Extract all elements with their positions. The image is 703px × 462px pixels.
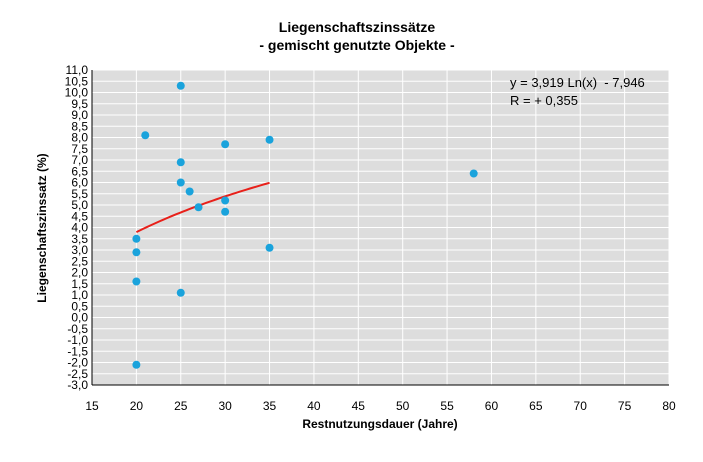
y-tick-label: 2,5: [71, 254, 88, 268]
x-tick-label: 50: [396, 399, 410, 413]
data-point: [185, 187, 194, 196]
data-point: [176, 288, 185, 297]
x-tick-label: 70: [574, 399, 588, 413]
x-tick-label: 35: [263, 399, 277, 413]
y-tick-label: 10,5: [65, 74, 89, 88]
y-tick-label: -2,0: [67, 356, 88, 370]
y-tick-labels: 11,010,510,09,59,08,58,07,57,06,56,05,55…: [65, 63, 89, 392]
y-tick-label: 11,0: [66, 63, 89, 77]
x-tick-label: 25: [174, 399, 188, 413]
y-tick-label: -1,0: [67, 333, 88, 347]
regression-equation: y = 3,919 Ln(x) - 7,946: [510, 75, 645, 90]
y-tick-label: -3,0: [67, 378, 88, 392]
y-tick-label: 8,0: [71, 131, 88, 145]
data-point: [221, 140, 230, 149]
y-tick-label: 4,0: [71, 221, 88, 235]
data-point: [141, 131, 150, 140]
y-tick-label: 0,5: [71, 299, 88, 313]
data-point: [176, 81, 185, 90]
data-point: [132, 234, 141, 243]
x-tick-label: 45: [352, 399, 366, 413]
data-point: [469, 169, 478, 178]
data-point: [132, 277, 141, 286]
data-point: [132, 360, 141, 369]
data-point: [221, 196, 230, 205]
data-point: [176, 178, 185, 187]
trendline: [135, 181, 270, 234]
x-tick-labels: 15 20 25 30 35 40 45 50 55 60 65 70 75 80: [85, 399, 676, 413]
data-point: [176, 158, 185, 167]
y-tick-label: 1,5: [71, 277, 88, 291]
chart-subtitle: - gemischt genutzte Objekte -: [259, 37, 455, 53]
y-tick-label: 9,0: [71, 108, 88, 122]
y-tick-label: 9,5: [71, 97, 88, 111]
x-tick-label: 75: [618, 399, 632, 413]
x-tick-label: 55: [440, 399, 454, 413]
x-tick-label: 20: [130, 399, 144, 413]
x-tick-label: 15: [85, 399, 99, 413]
y-tick-label: 8,5: [71, 119, 88, 133]
y-tick-label: 7,0: [71, 153, 88, 167]
x-tick-label: 80: [662, 399, 676, 413]
y-tick-label: -0,5: [67, 322, 88, 336]
y-tick-label: 0,0: [71, 311, 88, 325]
x-tick-label: 60: [485, 399, 499, 413]
data-point: [194, 203, 203, 212]
y-tick-label: 6,5: [71, 164, 88, 178]
y-tick-label: 1,0: [71, 288, 88, 302]
y-tick-label: 6,0: [71, 176, 88, 190]
data-point: [221, 207, 230, 216]
x-tick-label: 65: [529, 399, 543, 413]
data-points: [132, 81, 478, 369]
chart-title: Liegenschaftszinssätze: [279, 19, 436, 35]
y-tick-label: -2,5: [67, 367, 88, 381]
x-axis-label: Restnutzungsdauer (Jahre): [302, 417, 457, 431]
y-tick-label: 5,0: [71, 198, 88, 212]
data-point: [265, 135, 274, 144]
y-tick-label: 10,0: [65, 86, 89, 100]
data-point: [265, 243, 274, 252]
x-tick-label: 30: [218, 399, 232, 413]
y-tick-label: 4,5: [71, 209, 88, 223]
axes: [91, 70, 669, 386]
y-tick-label: 7,5: [71, 142, 88, 156]
grid-lines: [91, 69, 670, 386]
correlation-coefficient: R = + 0,355: [510, 93, 578, 108]
y-tick-label: 3,5: [71, 232, 88, 246]
y-axis-label: Liegenschaftszinssatz (%): [35, 153, 49, 302]
y-tick-label: 2,0: [71, 266, 88, 280]
x-tick-label: 40: [307, 399, 321, 413]
y-tick-label: -1,5: [67, 344, 88, 358]
y-tick-label: 5,5: [71, 187, 88, 201]
data-point: [132, 248, 141, 257]
y-tick-label: 3,0: [71, 243, 88, 257]
